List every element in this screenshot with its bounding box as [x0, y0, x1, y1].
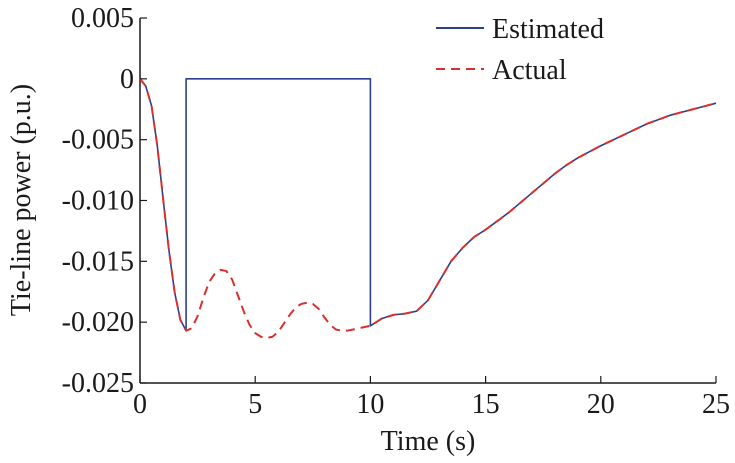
y-tick-label: -0.005	[62, 125, 134, 156]
x-axis: 0 5 10 15 20 25	[133, 376, 730, 420]
y-tick-label: -0.025	[62, 368, 134, 399]
x-tick-label: 20	[587, 389, 615, 420]
y-axis: 0.005 0 -0.005 -0.010 -0.015 -0.020 -0.025	[62, 3, 147, 399]
x-tick-label: 0	[133, 389, 147, 420]
y-axis-label: Tie-line power (p.u.)	[6, 84, 37, 316]
y-tick-label: -0.015	[62, 246, 134, 277]
series-layer	[139, 78, 717, 339]
y-tick-label: 0	[120, 64, 134, 95]
x-axis-label: Time (s)	[381, 426, 476, 457]
series-line-estimated	[139, 78, 717, 332]
y-tick-label: -0.020	[62, 307, 134, 338]
y-tick-label: 0.005	[71, 3, 134, 34]
plot-frame	[139, 18, 716, 384]
legend: Estimated Actual	[436, 14, 604, 86]
legend-label-estimated: Estimated	[492, 14, 604, 45]
legend-label-actual: Actual	[492, 55, 567, 86]
x-tick-label: 10	[356, 389, 384, 420]
x-tick-label: 5	[248, 389, 262, 420]
x-tick-label: 25	[702, 389, 730, 420]
y-tick-label: -0.010	[62, 186, 134, 217]
x-tick-label: 15	[472, 389, 500, 420]
series-line-actual	[139, 78, 717, 339]
